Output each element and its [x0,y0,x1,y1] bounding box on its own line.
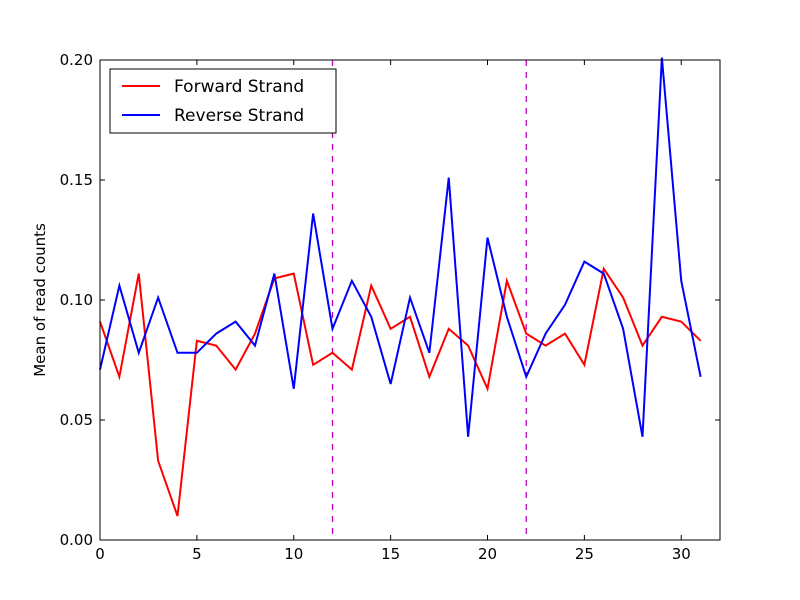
y-tick-label: 0.20 [60,51,93,69]
x-tick-label: 5 [192,545,202,563]
legend-label-reverse: Reverse Strand [174,106,304,126]
legend: Forward Strand Reverse Strand [109,68,337,134]
series-line-0 [99,266,702,517]
series-line-1 [99,57,702,437]
x-tick-label: 30 [672,545,691,563]
y-tick-label: 0.05 [60,411,93,429]
legend-box [109,68,337,134]
x-tick-label: 25 [575,545,594,563]
y-tick-label: 0.00 [60,531,93,549]
y-tick-label: 0.15 [60,171,93,189]
x-tick-label: 20 [478,545,497,563]
y-tick-label: 0.10 [60,291,93,309]
legend-label-forward: Forward Strand [174,77,304,97]
x-tick-label: 10 [284,545,303,563]
reference-lines [331,60,527,540]
axis-ticks: 0 5 10 15 20 25 30 0.00 0.05 0.10 0.15 0.20 [60,51,720,563]
x-tick-label: 15 [381,545,400,563]
series-lines [99,57,702,517]
y-axis-title: Mean of read counts [31,223,49,377]
x-tick-label: 0 [95,545,105,563]
